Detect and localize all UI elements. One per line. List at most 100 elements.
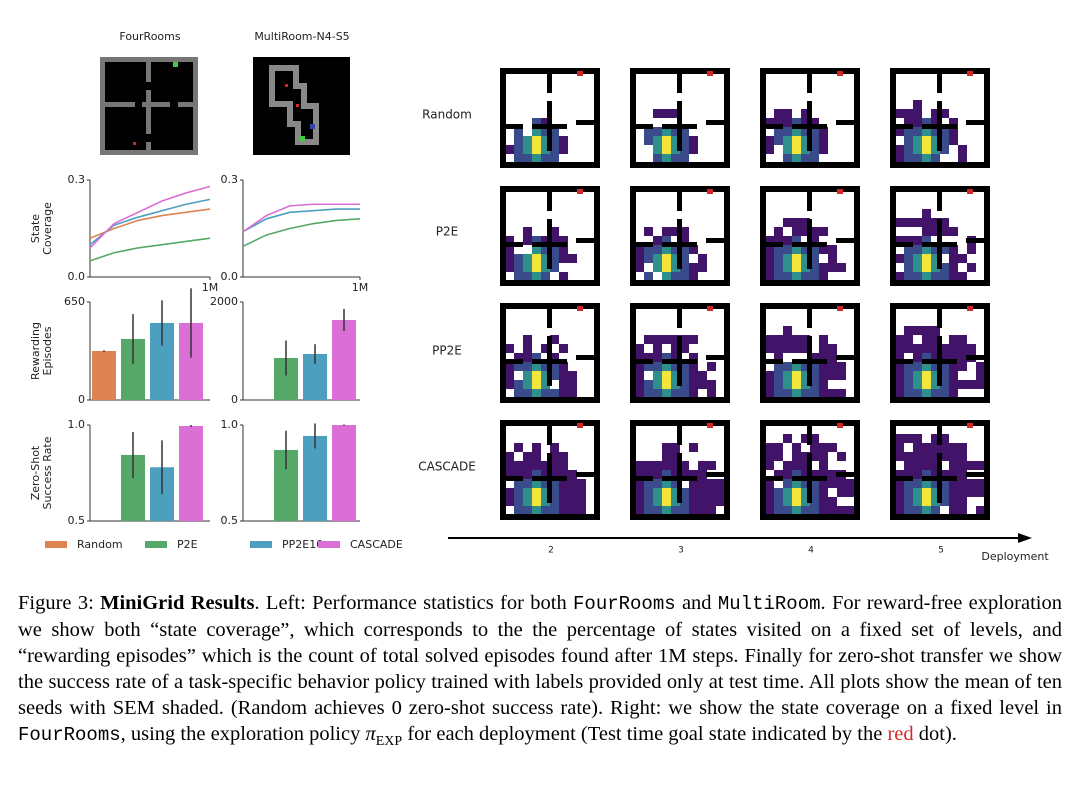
cell (523, 136, 532, 145)
cell (635, 344, 644, 353)
cell (559, 254, 568, 263)
wall (633, 359, 653, 364)
heatmap-panel (500, 68, 600, 168)
cell (792, 443, 801, 452)
cell (559, 497, 568, 506)
cell (904, 326, 913, 335)
cell (671, 479, 680, 488)
goal (837, 423, 843, 428)
heatmap-panel (760, 420, 860, 520)
cell (765, 488, 774, 497)
cell (913, 118, 922, 127)
cell (680, 488, 689, 497)
cell (949, 506, 958, 515)
cell (541, 371, 550, 380)
cell (958, 479, 967, 488)
cell (931, 470, 940, 479)
cell (653, 254, 662, 263)
cell (662, 145, 671, 154)
cell (541, 389, 550, 398)
cell (922, 118, 931, 127)
wall (532, 476, 567, 481)
cell (904, 218, 913, 227)
cell (792, 254, 801, 263)
cell (541, 506, 550, 515)
cell (810, 236, 819, 245)
cell (644, 479, 653, 488)
cell (958, 335, 967, 344)
cell (828, 254, 837, 263)
env-title: MultiRoom-N4-S5 (254, 30, 349, 43)
cell (550, 488, 559, 497)
goal (837, 189, 843, 194)
row-label: PP2E (432, 344, 462, 358)
cell (689, 371, 698, 380)
cell (671, 488, 680, 497)
cell (913, 362, 922, 371)
cell (783, 380, 792, 389)
cell (532, 154, 541, 163)
cell (783, 344, 792, 353)
cell (904, 344, 913, 353)
cell (783, 470, 792, 479)
cell (922, 452, 931, 461)
cell (828, 443, 837, 452)
cell (940, 371, 949, 380)
cell (846, 488, 855, 497)
cell (949, 245, 958, 254)
goal (577, 423, 583, 428)
cell (698, 461, 707, 470)
cell (774, 136, 783, 145)
cell (913, 452, 922, 461)
cell (783, 254, 792, 263)
cell (550, 362, 559, 371)
cell (505, 245, 514, 254)
cell (931, 109, 940, 118)
cell (931, 335, 940, 344)
cell (514, 470, 523, 479)
goal (577, 306, 583, 311)
cell (940, 353, 949, 362)
cell (559, 470, 568, 479)
line (89, 185, 211, 249)
heatmap-panel (890, 420, 990, 520)
cell (689, 479, 698, 488)
cell (895, 145, 904, 154)
cell (949, 380, 958, 389)
cell (792, 380, 801, 389)
wall (937, 306, 942, 328)
cell (922, 380, 931, 389)
cell (783, 389, 792, 398)
heatmap-panel (500, 303, 600, 403)
cell (895, 218, 904, 227)
goal (707, 423, 713, 428)
cell (931, 506, 940, 515)
cell (505, 470, 514, 479)
cell (810, 272, 819, 281)
cell (904, 127, 913, 136)
cell (949, 353, 958, 362)
heatmap-panel (500, 420, 600, 520)
cell (689, 497, 698, 506)
cell (801, 272, 810, 281)
line (89, 208, 211, 239)
cell (792, 488, 801, 497)
cell (689, 362, 698, 371)
cell (819, 479, 828, 488)
cell (819, 335, 828, 344)
cell (783, 362, 792, 371)
cell (774, 353, 783, 362)
wall (836, 355, 857, 360)
cell (913, 326, 922, 335)
wall (763, 476, 783, 481)
cell (913, 380, 922, 389)
cell (895, 479, 904, 488)
cell (958, 272, 967, 281)
heatmap-panel (890, 68, 990, 168)
cell (577, 506, 586, 515)
cell (792, 452, 801, 461)
cell (783, 127, 792, 136)
cell (819, 145, 828, 154)
heatmap-panel (760, 68, 860, 168)
cell (792, 344, 801, 353)
